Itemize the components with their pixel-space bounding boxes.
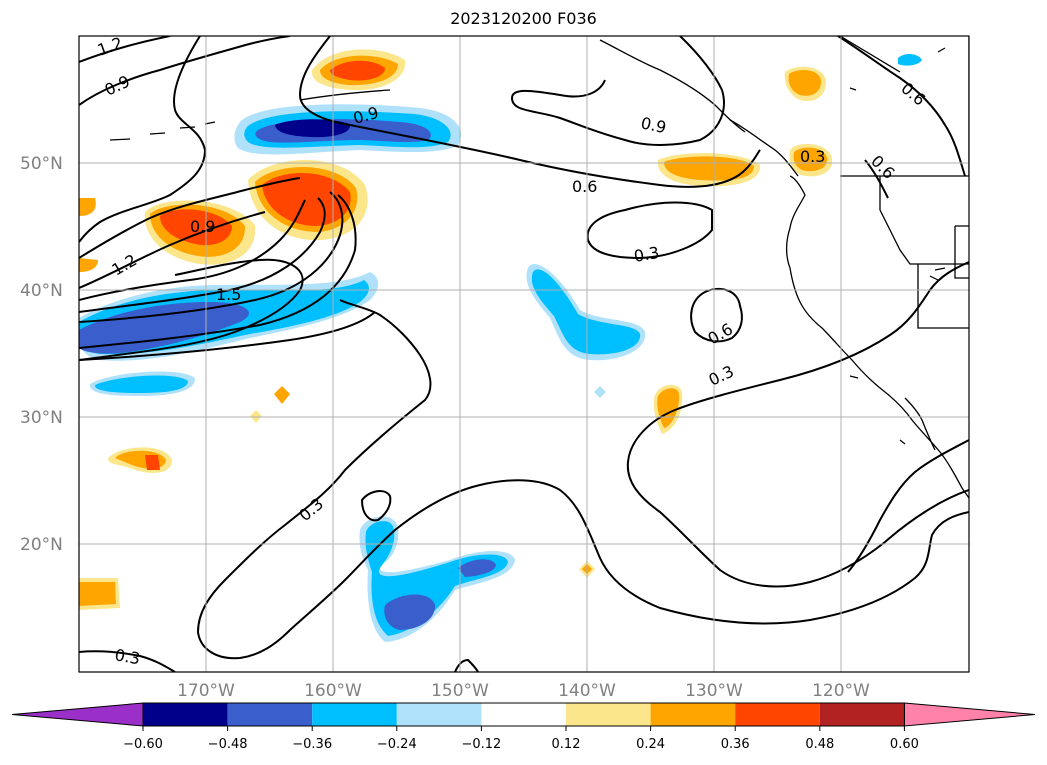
colorbar-tick-label: −0.48 [208,737,248,752]
colorbar-tick-label: −0.60 [123,737,163,752]
colorbar-segment [481,703,566,726]
contour-label: 1.5 [216,285,241,304]
colorbar-tick-label: 0.12 [552,737,581,752]
colorbar-segment [650,703,736,726]
lon-label-170w: 170°W [177,681,235,701]
contour-label: 0.3 [632,243,660,266]
latitude-labels: 50°N 40°N 30°N 20°N [20,154,63,555]
lon-label-140w: 140°W [558,681,616,701]
lon-label-160w: 160°W [304,681,362,701]
gridlines [79,36,969,672]
small-islands [109,47,946,445]
lat-label-40n: 40°N [20,281,63,301]
lat-label-20n: 20°N [20,535,63,555]
colorbar-segment [143,703,228,726]
colorbar-segment [312,703,397,726]
contour-label: 0.9 [639,113,668,137]
colorbar-extend-low [11,702,144,727]
contour-lines [79,36,969,672]
positive-anomaly-shading [79,49,833,610]
negative-anomaly-shading [79,54,922,642]
colorbar-tick-label: 0.60 [890,737,919,752]
lon-label-150w: 150°W [431,681,489,701]
contour-label: 0.3 [800,147,825,166]
colorbar-segment [396,703,482,726]
map-panel: 1.2 0.9 0.9 0.9 1.2 1.5 0.6 0.9 0.3 0.6 … [79,33,969,672]
contour-label: 1.2 [95,33,125,60]
lat-label-30n: 30°N [20,408,63,428]
colorbar-segment [819,703,905,726]
colorbar-extend-high [903,702,1036,727]
map-frame [78,35,970,673]
colorbar-tick-label: −0.24 [377,737,417,752]
colorbar-tick-label: −0.36 [292,737,332,752]
lon-label-120w: 120°W [812,681,870,701]
colorbar-tick-label: 0.24 [636,737,665,752]
longitude-labels: 170°W 160°W 150°W 140°W 130°W 120°W [177,681,870,701]
contour-label: 0.3 [113,645,141,668]
colorbar-tick-label: 0.36 [721,737,750,752]
contour-label: 0.6 [572,177,597,196]
colorbar-tick-label: 0.48 [805,737,834,752]
lon-label-130w: 130°W [685,681,743,701]
map-title: 2023120200 F036 [450,9,597,28]
colorbar-segment [227,703,313,726]
colorbar-segment [566,703,651,726]
lat-label-50n: 50°N [20,154,63,174]
contour-label: 0.9 [190,217,215,236]
colorbar-segment [735,703,820,726]
colorbar-tick-label: −0.12 [461,737,501,752]
colorbar: −0.60 −0.48 −0.36 −0.24 −0.12 0.12 0.24 0.36 0.4… [11,702,1036,752]
coastlines [299,36,969,499]
